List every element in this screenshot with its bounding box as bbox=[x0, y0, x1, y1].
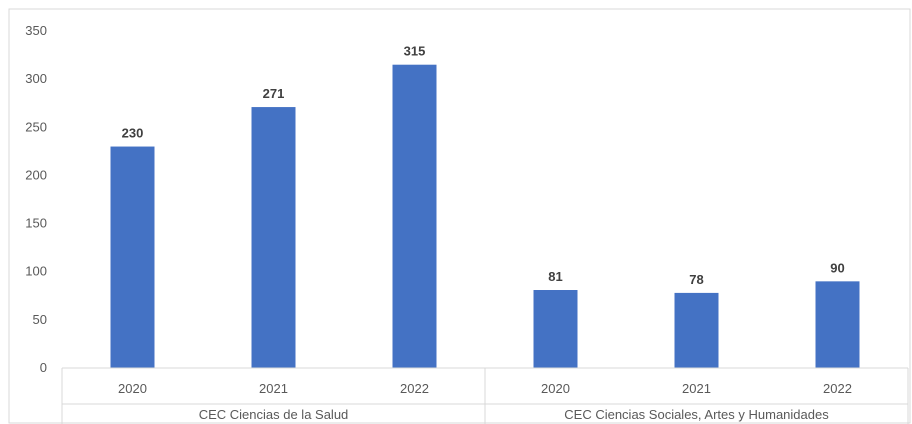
x-axis: 2020 2021 2022 2020 2021 2022 CEC Ciencias de … bbox=[61, 367, 909, 424]
y-tick-label: 100 bbox=[25, 264, 47, 279]
x-tick-label: 2020 bbox=[541, 381, 570, 396]
x-tick-label: 2020 bbox=[118, 381, 147, 396]
chart-border bbox=[8, 8, 911, 424]
data-label: 315 bbox=[404, 44, 426, 59]
y-tick-label: 0 bbox=[40, 360, 47, 375]
y-tick-label: 250 bbox=[25, 119, 47, 134]
x-tick-label: 2021 bbox=[682, 381, 711, 396]
data-labels: 230 271 315 81 78 90 bbox=[122, 44, 845, 287]
y-tick-label: 50 bbox=[33, 312, 47, 327]
group-label: CEC Ciencias Sociales, Artes y Humanidad… bbox=[564, 407, 829, 422]
bar-0-1 bbox=[251, 107, 296, 369]
y-tick-label: 150 bbox=[25, 216, 47, 231]
bar-1-2 bbox=[815, 281, 860, 368]
data-label: 78 bbox=[689, 272, 703, 287]
data-label: 90 bbox=[830, 260, 844, 275]
data-label: 81 bbox=[548, 269, 562, 284]
y-tick-label: 200 bbox=[25, 167, 47, 182]
bar-0-0 bbox=[110, 146, 155, 368]
x-tick-label: 2022 bbox=[823, 381, 852, 396]
y-axis: 0 50 100 150 200 250 300 350 bbox=[25, 23, 47, 375]
x-tick-label: 2021 bbox=[259, 381, 288, 396]
x-tick-label: 2022 bbox=[400, 381, 429, 396]
bar-1-1 bbox=[674, 292, 719, 368]
data-label: 271 bbox=[263, 86, 285, 101]
data-label: 230 bbox=[122, 126, 144, 141]
y-tick-label: 300 bbox=[25, 71, 47, 86]
bars bbox=[110, 64, 860, 369]
bar-1-0 bbox=[533, 290, 578, 368]
y-tick-label: 350 bbox=[25, 23, 47, 38]
group-label: CEC Ciencias de la Salud bbox=[199, 407, 349, 422]
bar-0-2 bbox=[392, 64, 437, 368]
